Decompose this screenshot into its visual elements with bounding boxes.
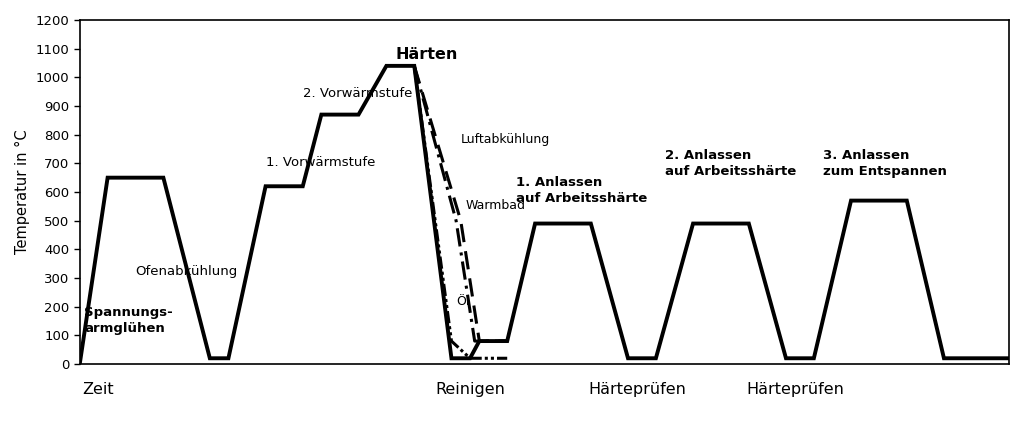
Text: 3. Anlassen
zum Entspannen: 3. Anlassen zum Entspannen: [823, 149, 947, 178]
Y-axis label: Temperatur in °C: Temperatur in °C: [15, 130, 30, 254]
Text: 2. Anlassen
auf Arbeitsshärte: 2. Anlassen auf Arbeitsshärte: [666, 149, 797, 178]
Text: 2. Vorwärmstufe: 2. Vorwärmstufe: [303, 87, 412, 100]
Text: Härteprüfen: Härteprüfen: [746, 382, 844, 397]
Text: Reinigen: Reinigen: [435, 382, 505, 397]
Text: Warmbad: Warmbad: [465, 199, 525, 212]
Text: Zeit: Zeit: [83, 382, 114, 397]
Text: Öl: Öl: [456, 295, 469, 308]
Text: 1. Vorwärmstufe: 1. Vorwärmstufe: [265, 156, 375, 169]
Text: Härteprüfen: Härteprüfen: [589, 382, 686, 397]
Text: Härten: Härten: [395, 46, 458, 61]
Text: Spannungs-
armglühen: Spannungs- armglühen: [84, 306, 173, 335]
Text: Ofenabkühlung: Ofenabkühlung: [135, 265, 238, 278]
Text: 1. Anlassen
auf Arbeitsshärte: 1. Anlassen auf Arbeitsshärte: [516, 176, 648, 205]
Text: Luftabkühlung: Luftabkühlung: [461, 133, 550, 146]
